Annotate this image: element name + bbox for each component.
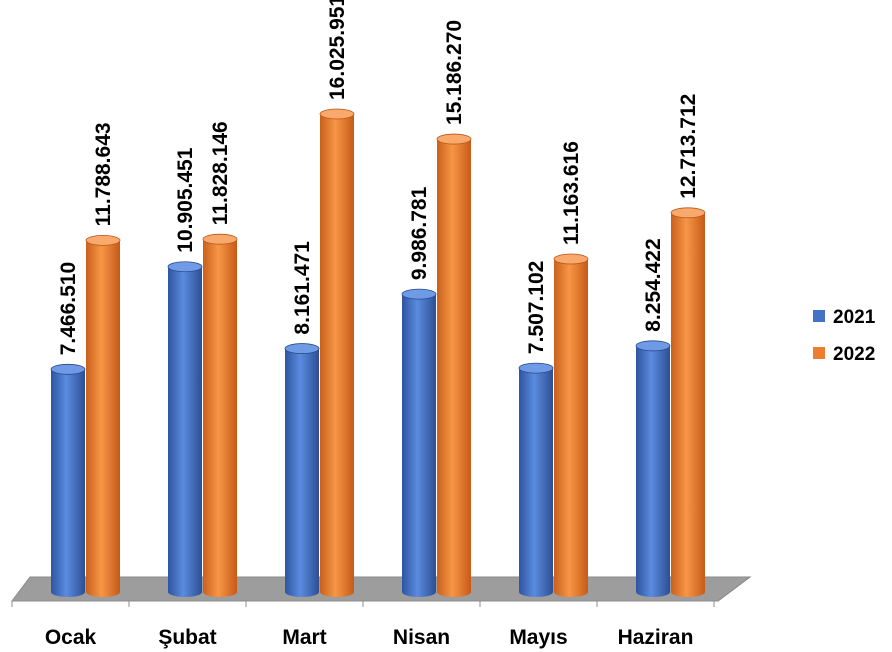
bar-2022-mart: [319, 108, 355, 597]
x-tick-label-ocak: Ocak: [45, 626, 97, 649]
category-axis: Ocak Şubat Mart Nisan Mayıs Haziran: [11, 576, 751, 649]
data-label-2021-ocak: 7.466.510: [57, 262, 80, 355]
bar-2022-nisan: [436, 133, 472, 597]
legend-swatch: [813, 347, 825, 359]
bar-body: [168, 266, 202, 597]
bar-top: [50, 363, 86, 375]
bar-top: [401, 288, 437, 300]
x-tick-label-mayıs: Mayıs: [509, 626, 567, 649]
x-tick-label-şubat: Şubat: [158, 626, 216, 649]
bar-body: [671, 212, 705, 597]
bar-2022-mayıs: [553, 253, 589, 597]
bar-top: [284, 343, 320, 354]
bar-top: [635, 340, 671, 352]
x-tick-label-mart: Mart: [282, 626, 326, 649]
legend: 2021 2022: [813, 307, 876, 365]
bar-top: [85, 234, 121, 246]
bar-2021-şubat: [167, 261, 203, 597]
bar-top: [202, 233, 238, 245]
bar-2022-ocak: [85, 234, 121, 597]
bar-body: [437, 139, 471, 597]
bar-2021-ocak: [50, 363, 86, 597]
bar-2021-haziran: [635, 340, 671, 597]
data-labels-group: 7.466.510 11.788.643 10.905.451 11.828.146 8…: [57, 0, 700, 355]
bars-group: [50, 108, 706, 597]
data-label-2021-nisan: 9.986.781: [408, 186, 431, 280]
data-label-2021-mayıs: 7.507.102: [525, 261, 548, 354]
x-tick-label-nisan: Nisan: [393, 626, 450, 649]
bar-top: [436, 133, 472, 145]
bar-body: [554, 259, 588, 597]
data-label-2022-şubat: 11.828.146: [209, 121, 232, 225]
x-tick-label-haziran: Haziran: [618, 626, 694, 649]
bar-body: [320, 114, 354, 597]
legend-item-2022: 2022: [813, 344, 875, 365]
data-label-2022-ocak: 11.788.643: [92, 122, 115, 226]
bar-2021-nisan: [401, 288, 437, 597]
bar-body: [203, 239, 237, 597]
data-label-2021-mart: 8.161.471: [291, 241, 314, 335]
data-label-2021-şubat: 10.905.451: [174, 147, 197, 252]
legend-item-2021: 2021: [813, 307, 876, 328]
bar-top: [670, 207, 706, 219]
legend-swatch: [813, 310, 825, 322]
legend-label: 2022: [833, 344, 875, 365]
data-label-2022-mayıs: 11.163.616: [560, 141, 583, 245]
bar-body: [636, 345, 670, 597]
data-label-2022-nisan: 15.186.270: [443, 20, 466, 125]
legend-label: 2021: [833, 307, 876, 328]
bar-2022-haziran: [670, 207, 706, 597]
data-label-2022-haziran: 12.713.712: [677, 94, 700, 199]
bar-2021-mart: [284, 343, 320, 597]
bar-2021-mayıs: [518, 362, 554, 597]
bar-top: [319, 108, 355, 120]
bar-body: [86, 240, 120, 597]
bar-body: [402, 294, 436, 597]
data-label-2021-haziran: 8.254.422: [642, 238, 665, 331]
bar-body: [51, 369, 85, 597]
bar-top: [167, 261, 203, 273]
bar-body: [285, 348, 319, 597]
data-label-2022-mart: 16.025.951: [326, 0, 349, 100]
bar-top: [518, 362, 554, 374]
bar-2022-şubat: [202, 233, 238, 597]
bar-body: [519, 368, 553, 597]
axis-edge: [717, 576, 751, 602]
bar-top: [553, 253, 589, 265]
